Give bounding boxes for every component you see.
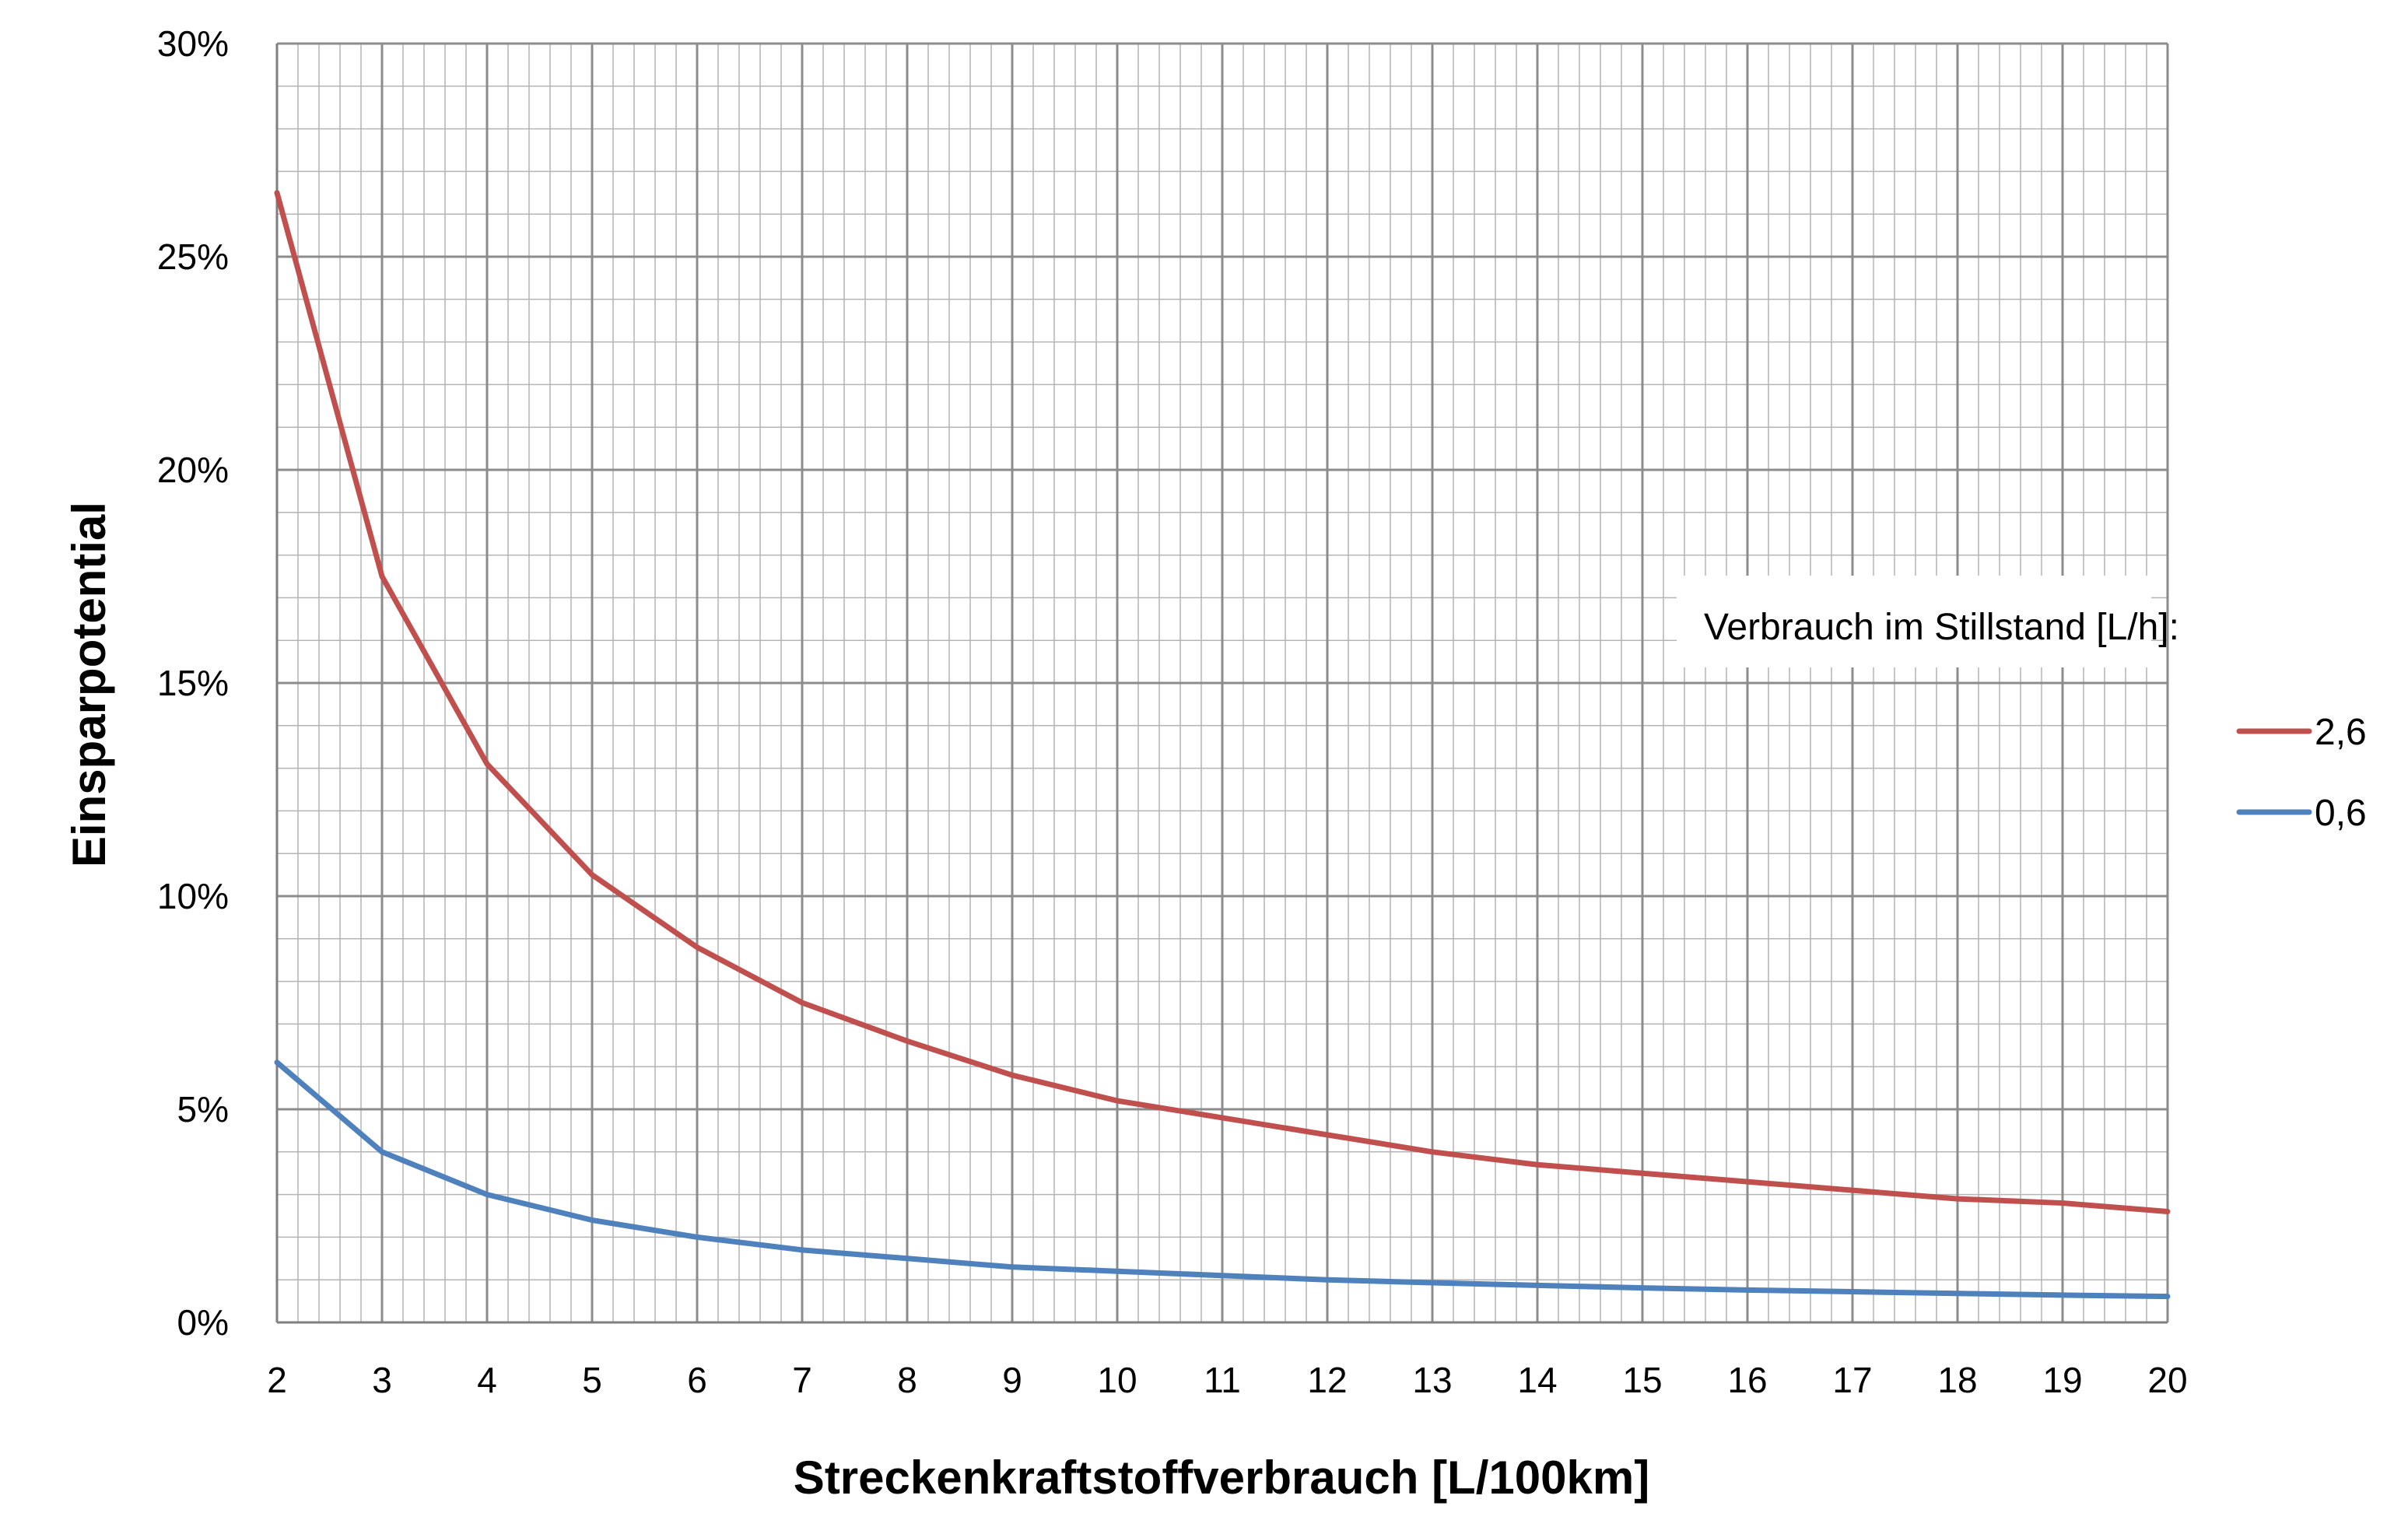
x-axis-ticks: 2 3 4 5 6 7 8 9 10 11 12 13 14 15 16 17 18 19 20	[267, 1360, 2187, 1400]
legend-label-2,6: 2,6	[2315, 712, 2367, 753]
series-line-0,6	[274, 1059, 2171, 1300]
x-tick-label: 9	[1002, 1360, 1022, 1400]
legend-title: Verbrauch im Stillstand [L/h]:	[1704, 607, 2179, 648]
x-tick-label: 7	[792, 1360, 812, 1400]
x-tick-label: 8	[897, 1360, 917, 1400]
legend: Verbrauch im Stillstand [L/h]: 2,6 0,6	[1677, 576, 2367, 834]
x-tick-label: 12	[1307, 1360, 1347, 1400]
y-axis-ticks: 0% 5% 10% 15% 20% 25% 30%	[157, 23, 229, 1343]
x-tick-label: 4	[477, 1360, 497, 1400]
x-tick-label: 2	[267, 1360, 287, 1400]
legend-label-0,6: 0,6	[2315, 793, 2367, 834]
x-tick-label: 18	[1937, 1360, 1977, 1400]
series-line-2,6	[274, 190, 2171, 1215]
grid	[275, 42, 2169, 1324]
x-axis-title: Streckenkraftstoffverbrauch [L/100km]	[794, 1452, 1649, 1504]
y-tick-label: 5%	[177, 1089, 229, 1129]
legend-title-background	[1677, 576, 2151, 667]
y-tick-label: 30%	[157, 23, 229, 64]
x-tick-label: 6	[687, 1360, 707, 1400]
y-tick-label: 25%	[157, 236, 229, 277]
x-tick-label: 20	[2147, 1360, 2187, 1400]
y-axis-title: Einsparpotential	[63, 502, 115, 867]
x-tick-label: 17	[1832, 1360, 1872, 1400]
y-tick-label: 15%	[157, 663, 229, 703]
x-tick-label: 14	[1517, 1360, 1557, 1400]
series-layer	[274, 190, 2171, 1300]
y-tick-label: 0%	[177, 1302, 229, 1343]
x-tick-label: 5	[582, 1360, 602, 1400]
x-tick-label: 13	[1412, 1360, 1452, 1400]
y-tick-label: 20%	[157, 450, 229, 490]
x-tick-label: 19	[2042, 1360, 2082, 1400]
x-tick-label: 10	[1097, 1360, 1137, 1400]
x-tick-label: 3	[372, 1360, 392, 1400]
x-tick-label: 11	[1204, 1360, 1241, 1400]
y-tick-label: 10%	[157, 876, 229, 916]
x-tick-label: 16	[1727, 1360, 1767, 1400]
x-tick-label: 15	[1622, 1360, 1662, 1400]
legend-items: 2,6 0,6	[2236, 712, 2367, 834]
